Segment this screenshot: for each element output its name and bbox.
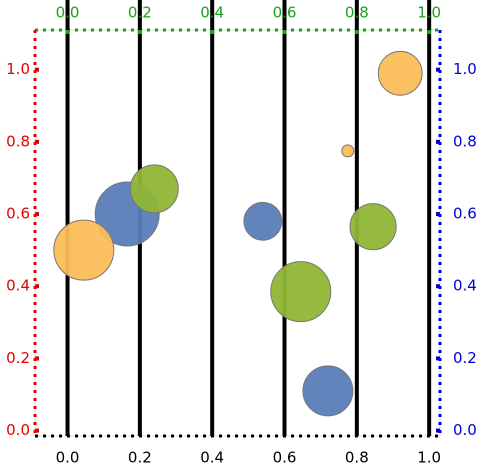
tick-label: 0.2: [453, 349, 477, 367]
bubble: [53, 219, 115, 281]
tick-label: 0.2: [128, 449, 152, 467]
bubble: [129, 164, 179, 214]
tick-label: 1.0: [6, 60, 30, 78]
tick-label: 0.0: [56, 4, 80, 22]
tick-label: 0.0: [56, 449, 80, 467]
tick-label: 0.6: [273, 4, 297, 22]
bubble: [341, 144, 355, 158]
tick-label: 0.4: [200, 449, 224, 467]
bubble: [243, 201, 283, 241]
bubble: [377, 50, 423, 96]
tick-label: 0.6: [273, 449, 297, 467]
tick-label: 1.0: [417, 4, 441, 22]
bubble: [302, 365, 354, 417]
tick-label: 0.4: [6, 277, 30, 295]
tick-label: 0.2: [128, 4, 152, 22]
tick-label: 0.4: [453, 277, 477, 295]
bubble: [270, 261, 332, 323]
tick-label: 0.8: [453, 132, 477, 150]
tick-label: 0.2: [6, 349, 30, 367]
tick-label: 0.0: [6, 421, 30, 439]
tick-label: 0.8: [6, 132, 30, 150]
tick-label: 0.0: [453, 421, 477, 439]
tick-label: 0.8: [345, 449, 369, 467]
bubble: [349, 203, 397, 251]
tick-label: 0.6: [453, 205, 477, 223]
tick-label: 0.4: [200, 4, 224, 22]
tick-label: 0.6: [6, 205, 30, 223]
tick-label: 1.0: [417, 449, 441, 467]
tick-label: 1.0: [453, 60, 477, 78]
tick-label: 0.8: [345, 4, 369, 22]
